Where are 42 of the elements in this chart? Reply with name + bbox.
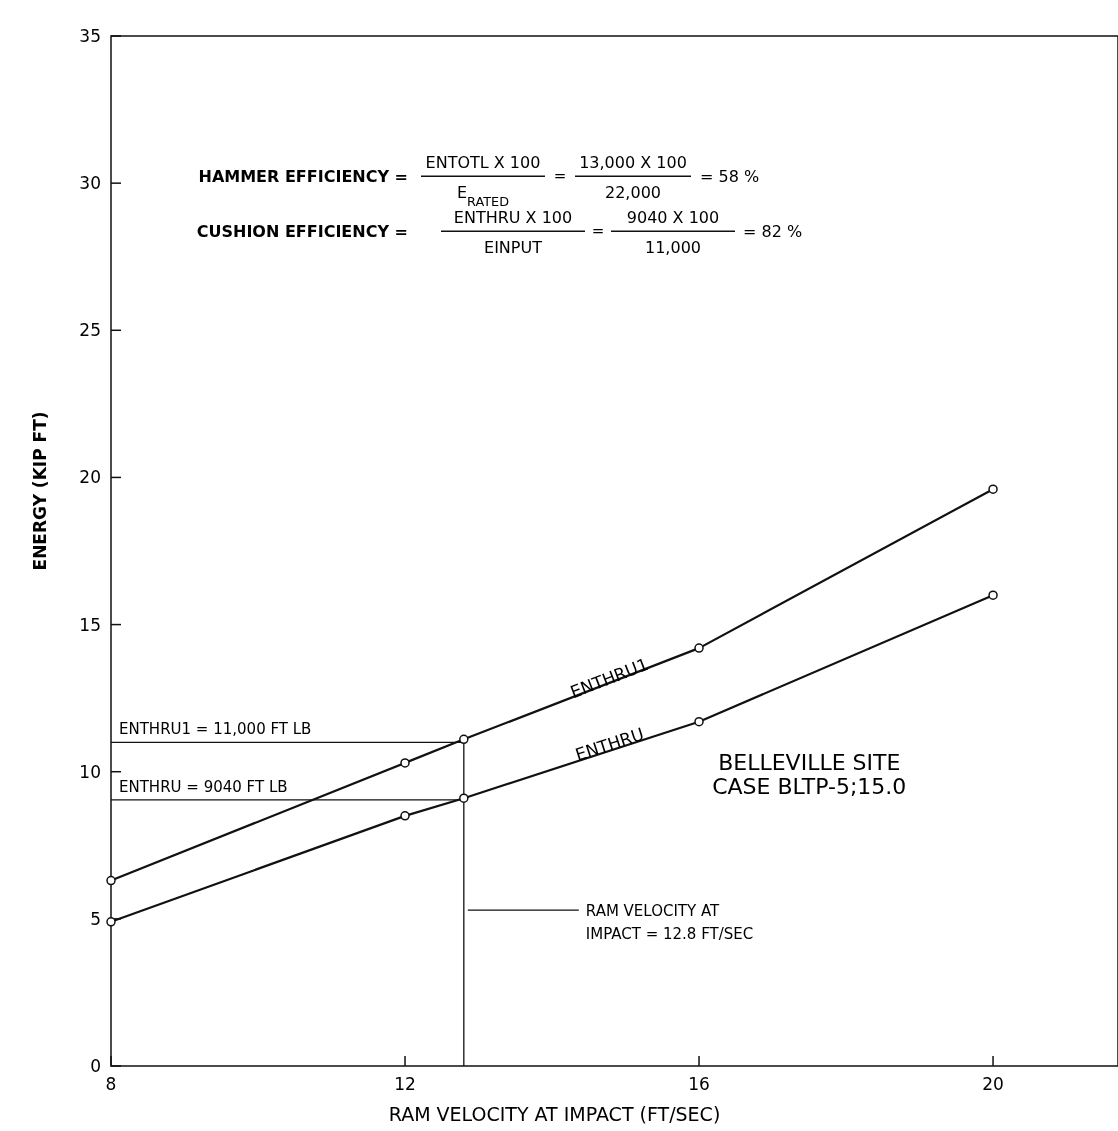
y-tick-label: 0 <box>90 1056 101 1076</box>
x-axis-title: RAM VELOCITY AT IMPACT (FT/SEC) <box>388 1103 721 1125</box>
x-tick-label: 8 <box>105 1074 117 1094</box>
ref-line-label: ENTHRU = 9040 FT LB <box>119 777 288 796</box>
point <box>106 875 116 886</box>
x-tick-label: 16 <box>688 1074 710 1094</box>
y-tick-label: 5 <box>90 908 101 929</box>
point <box>459 734 469 745</box>
ref-line-label: ENTHRU1 = 11,000 FT LB <box>119 720 312 739</box>
y-tick-label: 30 <box>79 173 101 194</box>
annotation: = <box>553 167 567 186</box>
point <box>459 793 469 803</box>
point <box>988 484 998 494</box>
annotation: 22,000 <box>605 183 661 203</box>
annotation: = <box>591 222 605 241</box>
point <box>400 758 410 768</box>
annotation: 9040 X 100 <box>626 208 720 228</box>
annotation: BELLEVILLE SITE CASE BLTP-5;15.0 <box>712 750 907 800</box>
annotation: 11,000 <box>645 238 701 258</box>
y-tick-label: 25 <box>79 320 101 341</box>
y-tick-label: 35 <box>79 26 101 46</box>
y-tick-label: 10 <box>79 761 101 782</box>
point <box>106 917 116 927</box>
annotation: E$_{RATED}$ <box>457 183 510 209</box>
annotation: ENTHRU X 100 <box>453 208 573 228</box>
x-tick-label: 20 <box>982 1074 1004 1094</box>
point <box>400 811 410 821</box>
annotation: HAMMER EFFICIENCY = <box>198 167 408 187</box>
point <box>988 590 998 600</box>
annotation: CUSHION EFFICIENCY = <box>196 222 408 242</box>
annotation: = 58 % <box>700 167 760 187</box>
annotation: = 82 % <box>743 222 803 242</box>
annotation: EINPUT <box>484 238 543 258</box>
point <box>694 716 704 727</box>
point <box>694 643 704 653</box>
y-axis-title: ENERGY (KIP FT) <box>30 411 50 571</box>
annotation: 13,000 X 100 <box>579 153 687 173</box>
x-tick-label: 12 <box>394 1074 416 1094</box>
y-tick-label: 15 <box>79 614 101 635</box>
y-tick-label: 20 <box>79 467 101 488</box>
ref-line-label: RAM VELOCITY AT IMPACT = 12.8 FT/SEC <box>585 902 754 944</box>
annotation: ENTOTL X 100 <box>425 153 541 173</box>
